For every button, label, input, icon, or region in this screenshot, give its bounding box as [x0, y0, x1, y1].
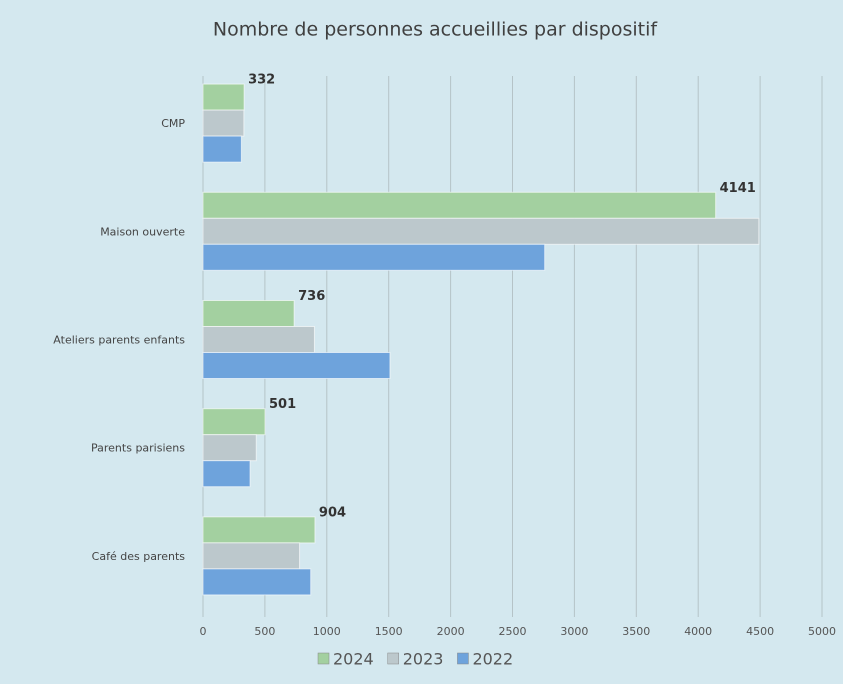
bar: [202, 460, 251, 488]
bar: [202, 408, 266, 436]
bar: [202, 83, 245, 111]
data-label: 904: [319, 505, 346, 520]
bar: [202, 352, 391, 379]
x-tick-label: 1500: [375, 625, 403, 638]
data-label: 4141: [720, 181, 756, 196]
x-tick-label: 4500: [746, 625, 774, 638]
x-tick-label: 1000: [313, 625, 341, 638]
bar: [202, 568, 312, 596]
bar: [202, 135, 242, 163]
x-tick-label: 4000: [684, 625, 712, 638]
y-tick-label: Café des parents: [92, 550, 186, 563]
x-tick-label: 3500: [622, 625, 650, 638]
legend-swatch: [317, 652, 330, 665]
data-label: 332: [248, 73, 275, 88]
legend-swatch: [387, 652, 399, 665]
bar: [202, 326, 315, 353]
bar: [202, 434, 257, 462]
data-label: 501: [269, 397, 296, 412]
bar: [202, 300, 295, 327]
x-tick-label: 500: [254, 625, 275, 638]
legend-label: 2023: [403, 650, 444, 669]
x-tick-label: 3000: [560, 625, 588, 638]
legend-label: 2022: [472, 650, 513, 669]
x-tick-label: 5000: [808, 625, 836, 638]
y-tick-label: Parents parisiens: [91, 442, 185, 455]
chart-title: Nombre de personnes accueillies par disp…: [213, 19, 659, 41]
bar: [202, 109, 245, 137]
x-tick-label: 2500: [499, 625, 527, 638]
bar: [202, 217, 760, 245]
data-label: 736: [298, 289, 325, 304]
x-tick-label: 2000: [437, 625, 465, 638]
legend-label: 2024: [333, 650, 374, 669]
y-tick-label: Maison ouverte: [100, 225, 185, 238]
bar: [202, 516, 316, 544]
bar: [202, 542, 301, 570]
y-tick-label: Ateliers parents enfants: [53, 334, 185, 347]
x-tick-label: 0: [200, 625, 207, 638]
bar: [202, 243, 546, 271]
legend-swatch: [457, 652, 469, 665]
bar: [202, 191, 717, 219]
y-tick-label: CMP: [161, 117, 185, 130]
